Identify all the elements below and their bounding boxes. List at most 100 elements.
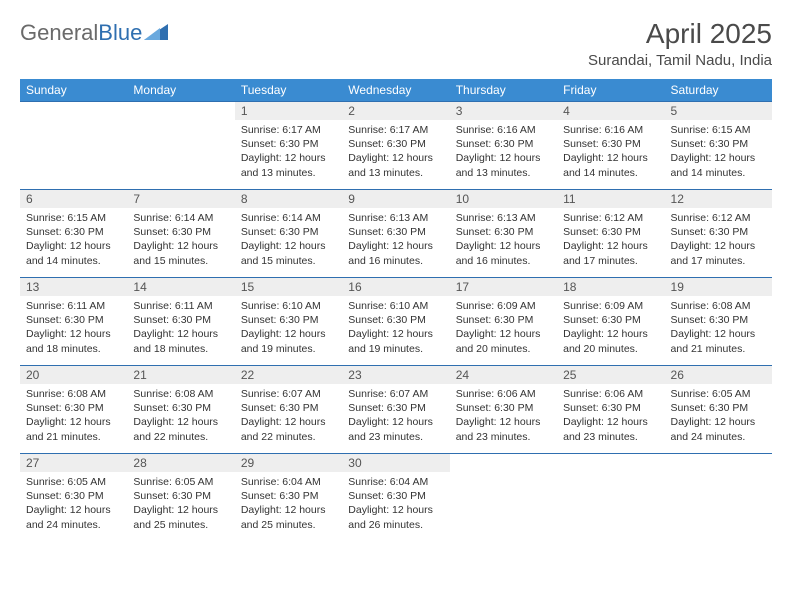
day-body: Sunrise: 6:15 AMSunset: 6:30 PMDaylight:… <box>665 120 772 186</box>
calendar-table: SundayMondayTuesdayWednesdayThursdayFrid… <box>20 79 772 542</box>
calendar-cell: 21Sunrise: 6:08 AMSunset: 6:30 PMDayligh… <box>127 366 234 454</box>
sunrise-text: Sunrise: 6:17 AM <box>241 123 336 137</box>
calendar-cell <box>450 454 557 542</box>
daylight-text: Daylight: 12 hours and 13 minutes. <box>241 151 336 179</box>
calendar-week-row: 27Sunrise: 6:05 AMSunset: 6:30 PMDayligh… <box>20 454 772 542</box>
day-number: 15 <box>235 278 342 296</box>
day-number: 17 <box>450 278 557 296</box>
sunrise-text: Sunrise: 6:09 AM <box>456 299 551 313</box>
calendar-cell: 10Sunrise: 6:13 AMSunset: 6:30 PMDayligh… <box>450 190 557 278</box>
calendar-cell: 7Sunrise: 6:14 AMSunset: 6:30 PMDaylight… <box>127 190 234 278</box>
daylight-text: Daylight: 12 hours and 17 minutes. <box>671 239 766 267</box>
sunrise-text: Sunrise: 6:13 AM <box>348 211 443 225</box>
sunset-text: Sunset: 6:30 PM <box>456 225 551 239</box>
daylight-text: Daylight: 12 hours and 19 minutes. <box>241 327 336 355</box>
day-body: Sunrise: 6:12 AMSunset: 6:30 PMDaylight:… <box>557 208 664 274</box>
calendar-week-row: 1Sunrise: 6:17 AMSunset: 6:30 PMDaylight… <box>20 102 772 190</box>
day-header: Thursday <box>450 79 557 102</box>
sunset-text: Sunset: 6:30 PM <box>456 313 551 327</box>
calendar-cell: 15Sunrise: 6:10 AMSunset: 6:30 PMDayligh… <box>235 278 342 366</box>
day-number: 27 <box>20 454 127 472</box>
sunrise-text: Sunrise: 6:14 AM <box>133 211 228 225</box>
calendar-cell: 5Sunrise: 6:15 AMSunset: 6:30 PMDaylight… <box>665 102 772 190</box>
day-number: 21 <box>127 366 234 384</box>
daylight-text: Daylight: 12 hours and 19 minutes. <box>348 327 443 355</box>
calendar-week-row: 6Sunrise: 6:15 AMSunset: 6:30 PMDaylight… <box>20 190 772 278</box>
calendar-cell <box>557 454 664 542</box>
daylight-text: Daylight: 12 hours and 25 minutes. <box>133 503 228 531</box>
sunrise-text: Sunrise: 6:11 AM <box>26 299 121 313</box>
sunrise-text: Sunrise: 6:16 AM <box>563 123 658 137</box>
day-body: Sunrise: 6:06 AMSunset: 6:30 PMDaylight:… <box>450 384 557 450</box>
day-header: Friday <box>557 79 664 102</box>
sunset-text: Sunset: 6:30 PM <box>563 137 658 151</box>
daylight-text: Daylight: 12 hours and 16 minutes. <box>456 239 551 267</box>
brand-triangle-icon <box>144 22 168 44</box>
calendar-cell: 18Sunrise: 6:09 AMSunset: 6:30 PMDayligh… <box>557 278 664 366</box>
sunset-text: Sunset: 6:30 PM <box>671 137 766 151</box>
sunset-text: Sunset: 6:30 PM <box>26 401 121 415</box>
sunrise-text: Sunrise: 6:06 AM <box>563 387 658 401</box>
title-block: April 2025 Surandai, Tamil Nadu, India <box>588 18 772 69</box>
day-body: Sunrise: 6:13 AMSunset: 6:30 PMDaylight:… <box>450 208 557 274</box>
day-body: Sunrise: 6:07 AMSunset: 6:30 PMDaylight:… <box>235 384 342 450</box>
daylight-text: Daylight: 12 hours and 13 minutes. <box>348 151 443 179</box>
day-body: Sunrise: 6:10 AMSunset: 6:30 PMDaylight:… <box>235 296 342 362</box>
daylight-text: Daylight: 12 hours and 14 minutes. <box>26 239 121 267</box>
calendar-cell: 29Sunrise: 6:04 AMSunset: 6:30 PMDayligh… <box>235 454 342 542</box>
sunset-text: Sunset: 6:30 PM <box>241 225 336 239</box>
day-body: Sunrise: 6:14 AMSunset: 6:30 PMDaylight:… <box>127 208 234 274</box>
calendar-cell: 3Sunrise: 6:16 AMSunset: 6:30 PMDaylight… <box>450 102 557 190</box>
daylight-text: Daylight: 12 hours and 18 minutes. <box>133 327 228 355</box>
calendar-body: 1Sunrise: 6:17 AMSunset: 6:30 PMDaylight… <box>20 102 772 542</box>
day-number: 2 <box>342 102 449 120</box>
day-body: Sunrise: 6:16 AMSunset: 6:30 PMDaylight:… <box>450 120 557 186</box>
day-number: 12 <box>665 190 772 208</box>
calendar-cell: 6Sunrise: 6:15 AMSunset: 6:30 PMDaylight… <box>20 190 127 278</box>
calendar-cell: 1Sunrise: 6:17 AMSunset: 6:30 PMDaylight… <box>235 102 342 190</box>
sunset-text: Sunset: 6:30 PM <box>241 137 336 151</box>
day-number: 4 <box>557 102 664 120</box>
sunrise-text: Sunrise: 6:12 AM <box>671 211 766 225</box>
calendar-cell: 13Sunrise: 6:11 AMSunset: 6:30 PMDayligh… <box>20 278 127 366</box>
sunset-text: Sunset: 6:30 PM <box>671 313 766 327</box>
daylight-text: Daylight: 12 hours and 22 minutes. <box>133 415 228 443</box>
calendar-cell: 8Sunrise: 6:14 AMSunset: 6:30 PMDaylight… <box>235 190 342 278</box>
day-number: 10 <box>450 190 557 208</box>
calendar-cell: 9Sunrise: 6:13 AMSunset: 6:30 PMDaylight… <box>342 190 449 278</box>
sunset-text: Sunset: 6:30 PM <box>348 401 443 415</box>
calendar-week-row: 13Sunrise: 6:11 AMSunset: 6:30 PMDayligh… <box>20 278 772 366</box>
day-body: Sunrise: 6:08 AMSunset: 6:30 PMDaylight:… <box>665 296 772 362</box>
daylight-text: Daylight: 12 hours and 13 minutes. <box>456 151 551 179</box>
day-header: Wednesday <box>342 79 449 102</box>
calendar-cell: 25Sunrise: 6:06 AMSunset: 6:30 PMDayligh… <box>557 366 664 454</box>
daylight-text: Daylight: 12 hours and 15 minutes. <box>241 239 336 267</box>
sunset-text: Sunset: 6:30 PM <box>671 225 766 239</box>
calendar-cell <box>127 102 234 190</box>
day-body: Sunrise: 6:13 AMSunset: 6:30 PMDaylight:… <box>342 208 449 274</box>
sunset-text: Sunset: 6:30 PM <box>241 401 336 415</box>
brand-logo: GeneralBlue <box>20 18 168 44</box>
day-number: 16 <box>342 278 449 296</box>
day-body: Sunrise: 6:16 AMSunset: 6:30 PMDaylight:… <box>557 120 664 186</box>
daylight-text: Daylight: 12 hours and 14 minutes. <box>563 151 658 179</box>
day-header: Sunday <box>20 79 127 102</box>
sunrise-text: Sunrise: 6:15 AM <box>26 211 121 225</box>
day-number: 29 <box>235 454 342 472</box>
sunrise-text: Sunrise: 6:10 AM <box>241 299 336 313</box>
day-number: 5 <box>665 102 772 120</box>
calendar-cell: 28Sunrise: 6:05 AMSunset: 6:30 PMDayligh… <box>127 454 234 542</box>
day-body: Sunrise: 6:09 AMSunset: 6:30 PMDaylight:… <box>450 296 557 362</box>
daylight-text: Daylight: 12 hours and 20 minutes. <box>563 327 658 355</box>
sunrise-text: Sunrise: 6:08 AM <box>671 299 766 313</box>
day-body: Sunrise: 6:09 AMSunset: 6:30 PMDaylight:… <box>557 296 664 362</box>
day-body: Sunrise: 6:07 AMSunset: 6:30 PMDaylight:… <box>342 384 449 450</box>
day-number: 3 <box>450 102 557 120</box>
day-number: 20 <box>20 366 127 384</box>
calendar-cell: 22Sunrise: 6:07 AMSunset: 6:30 PMDayligh… <box>235 366 342 454</box>
day-number: 26 <box>665 366 772 384</box>
day-number: 6 <box>20 190 127 208</box>
header: GeneralBlue April 2025 Surandai, Tamil N… <box>20 18 772 69</box>
day-body: Sunrise: 6:05 AMSunset: 6:30 PMDaylight:… <box>20 472 127 538</box>
location-label: Surandai, Tamil Nadu, India <box>588 52 772 69</box>
